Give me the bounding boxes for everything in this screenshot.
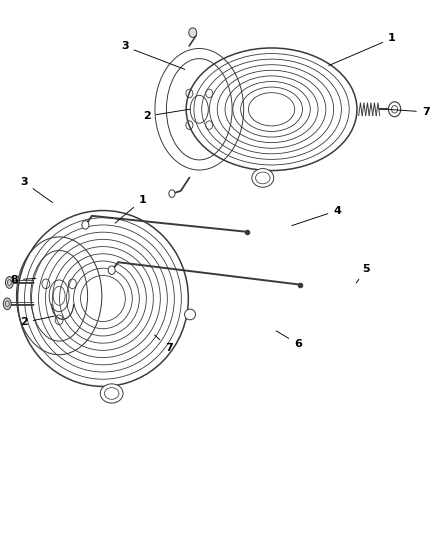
- Text: 5: 5: [357, 264, 370, 283]
- Text: 7: 7: [389, 107, 430, 117]
- Ellipse shape: [184, 309, 195, 320]
- Text: 1: 1: [115, 195, 146, 223]
- Ellipse shape: [100, 384, 123, 403]
- Text: 4: 4: [292, 206, 341, 225]
- Circle shape: [189, 28, 197, 37]
- Text: 1: 1: [329, 34, 396, 66]
- Circle shape: [108, 266, 115, 274]
- Text: 3: 3: [121, 42, 185, 69]
- Text: 2: 2: [143, 109, 190, 121]
- Text: 7: 7: [155, 335, 173, 352]
- Circle shape: [169, 190, 175, 197]
- Text: 2: 2: [20, 316, 54, 327]
- Text: 3: 3: [20, 177, 53, 203]
- Circle shape: [389, 102, 401, 117]
- Text: 6: 6: [276, 331, 302, 349]
- Ellipse shape: [4, 298, 11, 310]
- Text: 8: 8: [10, 275, 36, 285]
- Ellipse shape: [6, 277, 14, 288]
- Circle shape: [82, 221, 89, 229]
- Ellipse shape: [252, 168, 274, 187]
